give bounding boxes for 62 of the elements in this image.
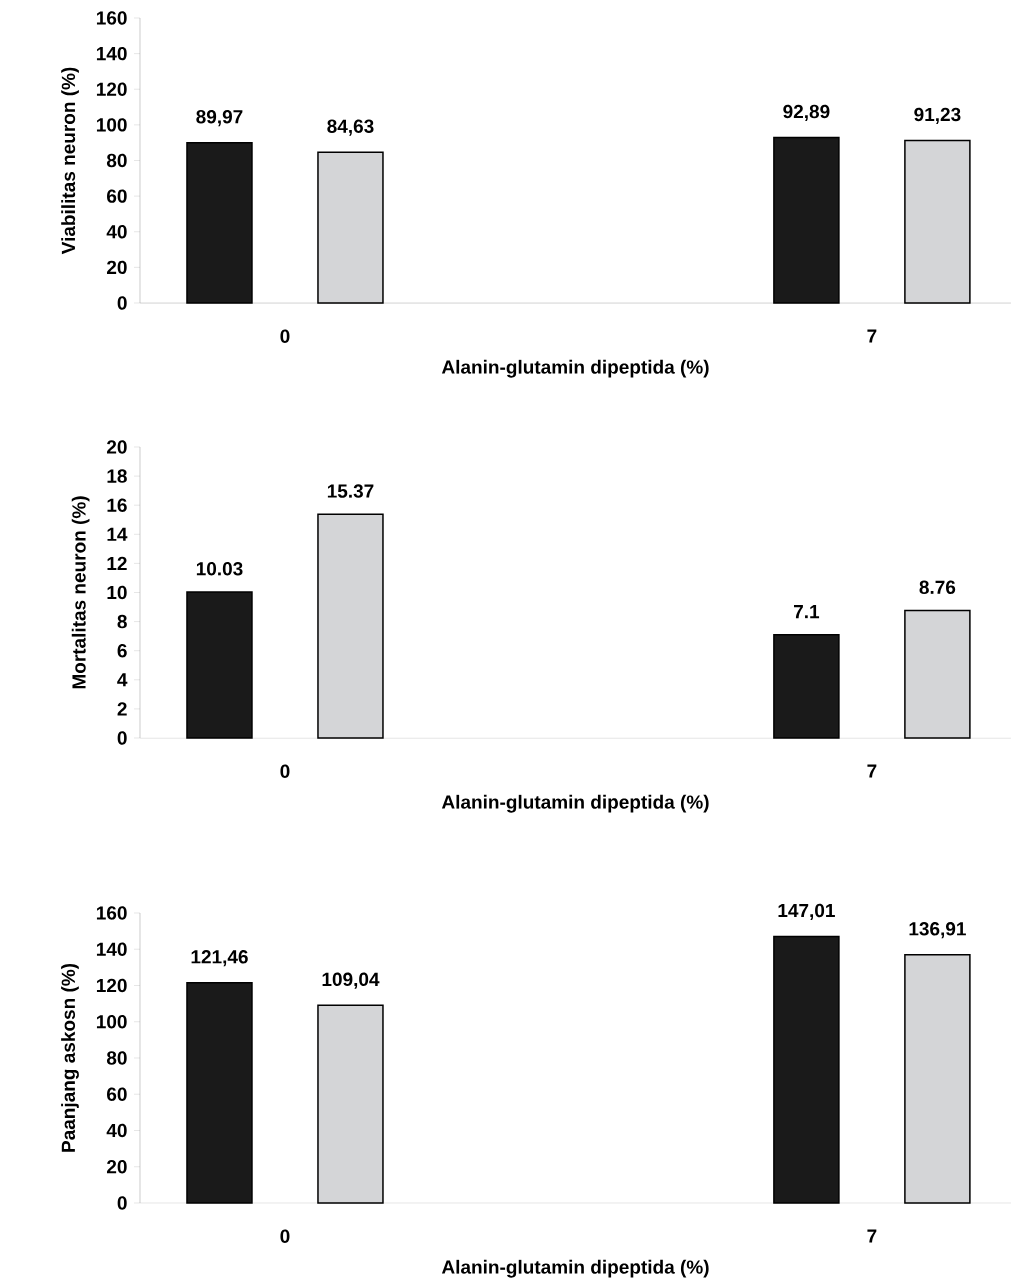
- bar: [773, 136, 840, 304]
- bar: [186, 591, 253, 739]
- y-axis-title: Paanjang askosn (%): [61, 963, 79, 1152]
- y-tick-label: 0: [117, 731, 127, 745]
- y-tick-label: 100: [96, 118, 127, 132]
- y-tick-label: 120: [96, 978, 127, 993]
- bar: [186, 982, 253, 1204]
- y-tick-label: 80: [106, 1051, 127, 1065]
- y-tick-label: 2: [117, 702, 127, 716]
- data-label: 10.03: [196, 562, 243, 576]
- y-tick-label: 18: [107, 469, 127, 483]
- y-tick-label: 160: [96, 11, 127, 25]
- y-tick-label: 60: [107, 189, 127, 203]
- data-label: 92,89: [783, 104, 830, 121]
- y-tick-label: 16: [107, 498, 127, 512]
- y-tick-label: 20: [106, 260, 127, 275]
- data-label: 91,23: [914, 107, 961, 124]
- data-label: 147,01: [778, 903, 835, 920]
- x-axis-title: Alanin-glutamin dipeptida (%): [441, 359, 709, 378]
- bar: [904, 954, 971, 1204]
- data-label: 7.1: [794, 605, 820, 619]
- x-tick-label: 7: [867, 764, 877, 778]
- data-label: 84,63: [327, 119, 374, 136]
- y-tick-label: 60: [107, 1087, 127, 1101]
- y-tick-label: 6: [117, 643, 127, 658]
- bar: [317, 151, 384, 304]
- bar: [773, 935, 840, 1204]
- data-label: 8.76: [919, 580, 956, 594]
- x-tick-label: 7: [867, 1229, 877, 1243]
- y-tick-label: 140: [96, 942, 127, 956]
- y-tick-label: 40: [106, 1123, 127, 1138]
- y-tick-label: 160: [96, 906, 127, 920]
- x-tick-label: 7: [867, 329, 877, 343]
- bar: [904, 139, 971, 304]
- y-tick-label: 120: [96, 82, 127, 96]
- data-label: 15.37: [327, 484, 374, 498]
- y-tick-label: 0: [117, 1196, 127, 1210]
- y-tick-label: 10: [107, 585, 127, 600]
- bar: [186, 141, 253, 304]
- y-tick-label: 0: [117, 296, 127, 310]
- y-tick-label: 80: [106, 153, 127, 168]
- y-tick-label: 14: [107, 527, 128, 541]
- y-tick-label: 8: [117, 614, 127, 629]
- y-axis-title: Mortalitas neuron (%): [71, 496, 90, 689]
- y-tick-label: 140: [96, 46, 127, 61]
- x-axis-title: Alanin-glutamin dipeptida (%): [441, 1259, 709, 1278]
- bar: [773, 633, 840, 739]
- bar: [317, 513, 384, 739]
- y-tick-label: 12: [107, 556, 127, 571]
- x-axis-title: Alanin-glutamin dipeptida (%): [441, 794, 709, 813]
- data-label: 89,97: [196, 109, 243, 127]
- data-label: 121,46: [191, 950, 248, 967]
- y-tick-label: 20: [106, 440, 127, 454]
- data-label: 136,91: [909, 922, 966, 939]
- y-tick-label: 100: [96, 1015, 127, 1029]
- bar: [317, 1004, 384, 1204]
- y-tick-label: 20: [106, 1160, 127, 1174]
- data-label: 109,04: [322, 972, 380, 989]
- y-tick-label: 4: [117, 673, 128, 687]
- bar: [904, 609, 971, 739]
- y-tick-label: 40: [106, 225, 127, 239]
- y-axis-title: Viabilitas neuron (%): [61, 67, 79, 255]
